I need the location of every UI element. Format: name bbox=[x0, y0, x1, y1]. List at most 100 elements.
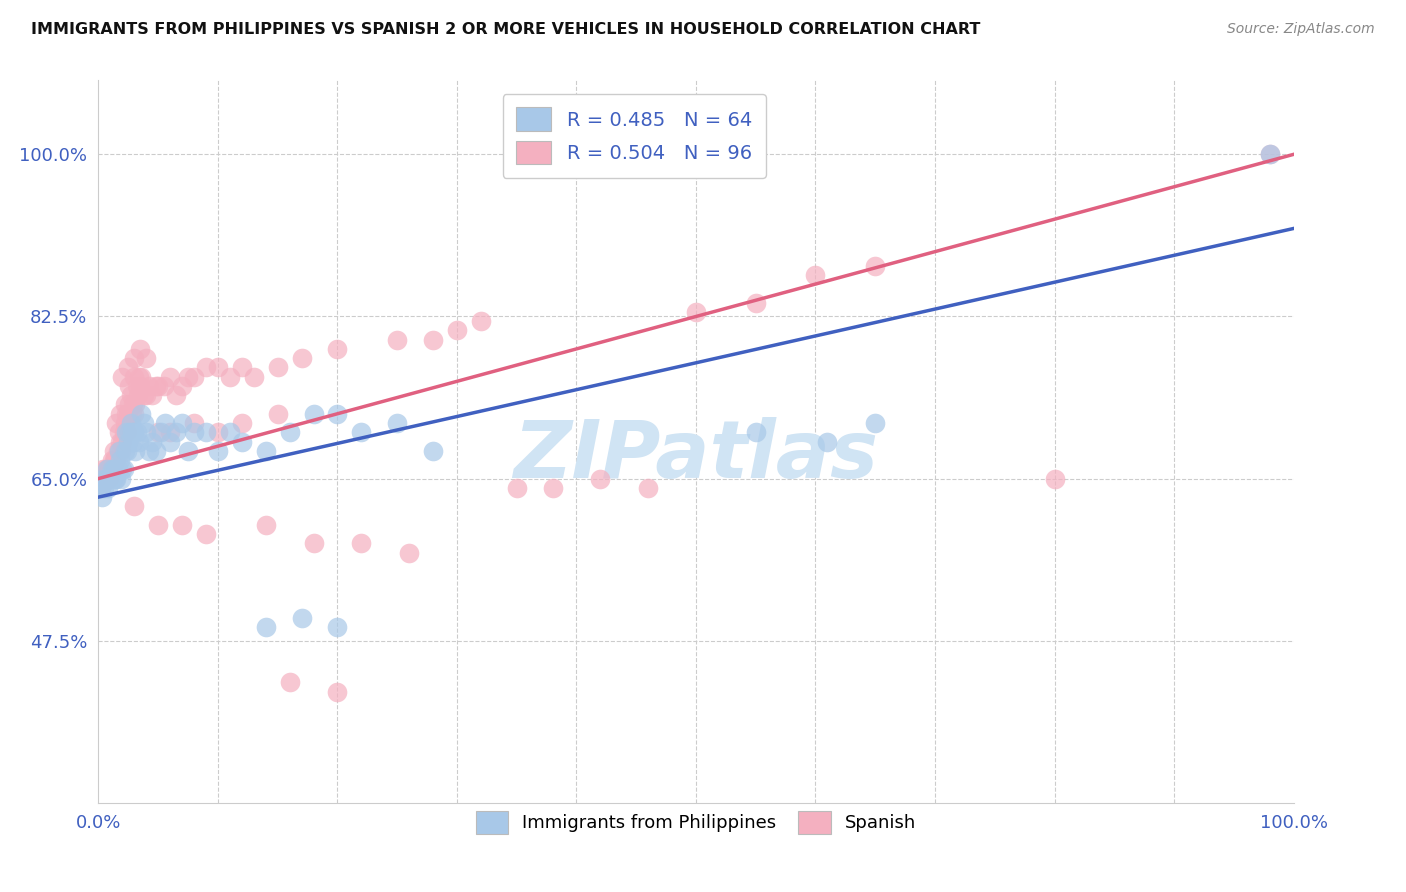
Point bbox=[118, 379, 141, 393]
Point bbox=[93, 481, 115, 495]
Point bbox=[865, 259, 887, 273]
Point bbox=[183, 369, 205, 384]
Point bbox=[128, 369, 150, 384]
Point bbox=[195, 425, 218, 440]
Point bbox=[165, 425, 187, 440]
Point bbox=[589, 472, 612, 486]
Point bbox=[132, 388, 155, 402]
Point bbox=[815, 434, 838, 449]
Point bbox=[745, 425, 768, 440]
Point bbox=[141, 434, 163, 449]
Point bbox=[172, 379, 194, 393]
Point bbox=[141, 388, 163, 402]
Point bbox=[124, 443, 146, 458]
Point bbox=[124, 500, 146, 514]
Text: ZIPatlas: ZIPatlas bbox=[513, 417, 879, 495]
Point bbox=[115, 425, 138, 440]
Point bbox=[96, 472, 118, 486]
Point bbox=[865, 416, 887, 430]
Point bbox=[100, 462, 122, 476]
Point bbox=[138, 443, 160, 458]
Point bbox=[219, 425, 242, 440]
Point bbox=[90, 481, 112, 495]
Point bbox=[103, 462, 125, 476]
Point bbox=[107, 443, 129, 458]
Point bbox=[135, 425, 157, 440]
Point bbox=[207, 443, 229, 458]
Point bbox=[104, 472, 127, 486]
Point bbox=[91, 462, 114, 476]
Point bbox=[91, 472, 114, 486]
Point bbox=[385, 416, 409, 430]
Point bbox=[177, 443, 200, 458]
Point bbox=[138, 379, 160, 393]
Point bbox=[110, 472, 132, 486]
Point bbox=[153, 379, 176, 393]
Point bbox=[124, 351, 146, 366]
Point bbox=[1258, 147, 1281, 161]
Point bbox=[302, 407, 325, 421]
Point bbox=[120, 416, 142, 430]
Point bbox=[129, 379, 152, 393]
Point bbox=[104, 453, 127, 467]
Point bbox=[118, 397, 141, 411]
Point bbox=[122, 434, 145, 449]
Point bbox=[121, 425, 143, 440]
Point bbox=[195, 527, 218, 541]
Point bbox=[145, 379, 167, 393]
Point bbox=[243, 369, 266, 384]
Point bbox=[115, 425, 138, 440]
Point bbox=[470, 314, 492, 328]
Point bbox=[112, 462, 135, 476]
Point bbox=[422, 333, 444, 347]
Point bbox=[207, 360, 229, 375]
Point bbox=[107, 425, 129, 440]
Point bbox=[637, 481, 659, 495]
Point bbox=[149, 425, 172, 440]
Point bbox=[278, 675, 301, 690]
Point bbox=[114, 416, 136, 430]
Point bbox=[350, 425, 373, 440]
Point bbox=[101, 472, 124, 486]
Point bbox=[219, 369, 242, 384]
Point bbox=[98, 472, 121, 486]
Point bbox=[745, 295, 768, 310]
Point bbox=[110, 443, 132, 458]
Point bbox=[422, 443, 444, 458]
Point bbox=[145, 443, 167, 458]
Point bbox=[183, 416, 205, 430]
Point bbox=[148, 517, 170, 532]
Point bbox=[135, 351, 157, 366]
Point bbox=[91, 490, 114, 504]
Point bbox=[125, 425, 148, 440]
Point bbox=[231, 360, 253, 375]
Point bbox=[124, 397, 146, 411]
Point bbox=[148, 425, 170, 440]
Point bbox=[132, 416, 155, 430]
Point bbox=[103, 453, 125, 467]
Point bbox=[124, 425, 146, 440]
Point bbox=[254, 443, 277, 458]
Point bbox=[91, 472, 114, 486]
Point bbox=[114, 443, 136, 458]
Point bbox=[105, 462, 128, 476]
Point bbox=[108, 434, 131, 449]
Point bbox=[398, 546, 420, 560]
Point bbox=[685, 305, 707, 319]
Text: Source: ZipAtlas.com: Source: ZipAtlas.com bbox=[1227, 22, 1375, 37]
Point bbox=[94, 462, 117, 476]
Point bbox=[117, 360, 139, 375]
Point bbox=[267, 360, 290, 375]
Text: IMMIGRANTS FROM PHILIPPINES VS SPANISH 2 OR MORE VEHICLES IN HOUSEHOLD CORRELATI: IMMIGRANTS FROM PHILIPPINES VS SPANISH 2… bbox=[31, 22, 980, 37]
Point bbox=[100, 453, 122, 467]
Point bbox=[124, 369, 146, 384]
Point bbox=[115, 407, 138, 421]
Point bbox=[105, 472, 128, 486]
Point bbox=[117, 434, 139, 449]
Point bbox=[127, 388, 149, 402]
Point bbox=[1043, 472, 1066, 486]
Point bbox=[135, 388, 157, 402]
Point bbox=[155, 416, 177, 430]
Point bbox=[118, 425, 141, 440]
Point bbox=[111, 369, 134, 384]
